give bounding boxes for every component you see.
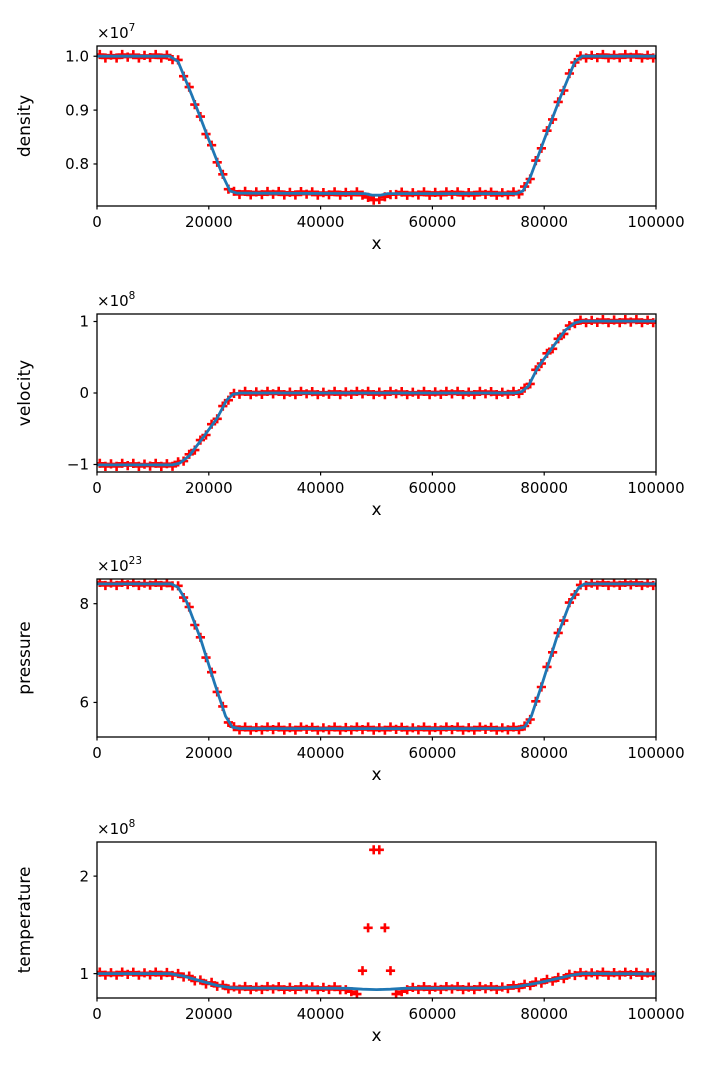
x-tick-label: 80000 xyxy=(520,744,568,762)
y-tick-label: 0 xyxy=(79,384,89,402)
pressure-y-axis-label: pressure xyxy=(15,621,35,694)
x-tick-label: 100000 xyxy=(627,1005,684,1023)
temperature-y-axis-label: temperature xyxy=(15,867,35,974)
temperature-x-axis-label: x xyxy=(371,1026,381,1046)
density-marker-series xyxy=(97,49,656,205)
y-tick-label: 2 xyxy=(79,867,89,885)
density-x-axis-label: x xyxy=(371,234,381,254)
x-tick-label: 60000 xyxy=(409,1005,457,1023)
x-tick-label: 60000 xyxy=(409,213,457,231)
axes-frame xyxy=(96,313,657,473)
velocity-solution-line xyxy=(97,319,656,467)
density-solution-line xyxy=(97,54,656,197)
x-tick-label: 0 xyxy=(92,744,102,762)
y-tick-label: 0.9 xyxy=(65,101,89,119)
y-tick-label: 1 xyxy=(79,965,89,983)
x-tick-label: 0 xyxy=(92,213,102,231)
pressure-solution-line xyxy=(97,582,656,730)
x-tick-label: 60000 xyxy=(409,479,457,497)
x-tick-label: 20000 xyxy=(185,213,233,231)
pressure-x-axis-label: x xyxy=(371,765,381,785)
x-tick-label: 0 xyxy=(92,1005,102,1023)
density-y-axis-label: density xyxy=(15,95,35,157)
x-tick-label: 80000 xyxy=(520,1005,568,1023)
pressure-offset-text: ×1023 xyxy=(97,555,142,575)
temperature-offset-text: ×108 xyxy=(97,818,135,838)
x-tick-label: 100000 xyxy=(627,213,684,231)
x-tick-label: 100000 xyxy=(627,479,684,497)
x-tick-label: 100000 xyxy=(627,744,684,762)
y-tick-label: 1.0 xyxy=(65,47,89,65)
subplot-velocity: 0 20000 40000 60000 80000 100000−101 velocity… xyxy=(15,290,685,520)
y-tick-label: 6 xyxy=(79,694,89,712)
velocity-x-axis-label: x xyxy=(371,500,381,520)
y-tick-label: 1 xyxy=(79,313,89,331)
velocity-y-axis-label: velocity xyxy=(15,360,35,426)
x-tick-label: 20000 xyxy=(185,1005,233,1023)
x-tick-label: 40000 xyxy=(297,213,345,231)
y-tick-label: 8 xyxy=(79,595,89,613)
subplot-density: 0 20000 40000 60000 80000 100000 0.8 0.9 1.0 den… xyxy=(15,22,685,254)
x-tick-label: 40000 xyxy=(297,1005,345,1023)
velocity-plot-area: 0 20000 40000 60000 80000 100000−101 xyxy=(67,313,685,497)
temperature-solution-line xyxy=(97,972,656,991)
axes-frame xyxy=(96,841,657,999)
pressure-marker-series xyxy=(97,579,656,735)
temperature-plot-area: 0 20000 40000 60000 80000 100000 1 2 xyxy=(79,841,685,1023)
density-offset-text: ×107 xyxy=(97,22,135,42)
x-tick-label: 80000 xyxy=(520,213,568,231)
x-tick-label: 20000 xyxy=(185,479,233,497)
subplot-pressure: 0 20000 40000 60000 80000 100000 6 8 pressure x… xyxy=(15,555,685,785)
x-tick-label: 40000 xyxy=(297,744,345,762)
y-tick-label: −1 xyxy=(67,456,89,474)
x-tick-label: 0 xyxy=(92,479,102,497)
density-plot-area: 0 20000 40000 60000 80000 100000 0.8 0.9 1.0 xyxy=(65,45,685,231)
pressure-plot-area: 0 20000 40000 60000 80000 100000 6 8 xyxy=(79,578,685,762)
x-tick-label: 40000 xyxy=(297,479,345,497)
x-tick-label: 20000 xyxy=(185,744,233,762)
y-tick-label: 0.8 xyxy=(65,155,89,173)
subplot-temperature: 0 20000 40000 60000 80000 100000 1 2 temperatur… xyxy=(15,818,685,1046)
axes-frame xyxy=(96,45,657,207)
axes-frame xyxy=(96,578,657,738)
x-tick-label: 80000 xyxy=(520,479,568,497)
velocity-offset-text: ×108 xyxy=(97,290,135,310)
x-tick-label: 60000 xyxy=(409,744,457,762)
